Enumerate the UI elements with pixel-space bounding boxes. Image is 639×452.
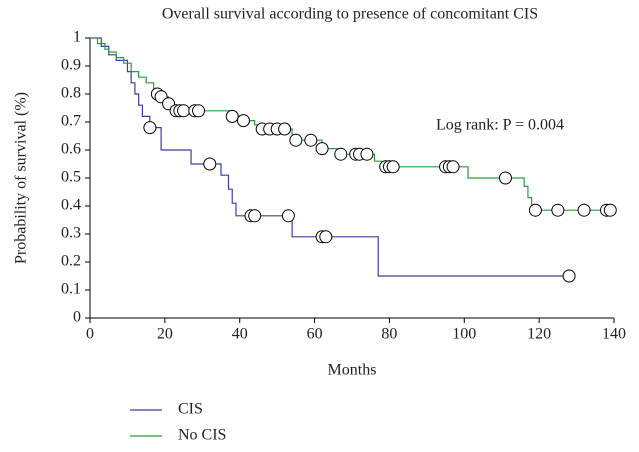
x-tick-label: 120 [527, 326, 551, 343]
censor-mark [603, 203, 617, 217]
censor-mark [248, 209, 262, 223]
censor-mark [289, 133, 303, 147]
x-tick-label: 140 [602, 326, 626, 343]
y-tick-label: 0.1 [61, 281, 81, 298]
censor-mark [177, 104, 191, 118]
y-tick-label: 0.5 [61, 169, 81, 186]
x-tick-label: 80 [381, 326, 397, 343]
censor-mark [528, 203, 542, 217]
y-tick-label: 0.9 [61, 57, 81, 74]
y-tick-label: 0.2 [61, 253, 81, 270]
y-tick-label: 0.4 [61, 197, 81, 214]
censor-mark [278, 122, 292, 136]
chart-title: Overall survival according to presence o… [162, 6, 538, 23]
x-axis-label: Months [328, 362, 377, 379]
y-tick-label: 0.7 [61, 113, 81, 130]
censor-mark [319, 230, 333, 244]
x-tick-label: 20 [157, 326, 173, 343]
censor-mark [360, 147, 374, 161]
x-tick-label: 0 [86, 326, 94, 343]
censor-mark [498, 171, 512, 185]
legend-label: No CIS [178, 427, 226, 444]
y-tick-label: 1 [73, 29, 81, 46]
x-tick-label: 40 [232, 326, 248, 343]
y-axis-label: Probability of survival (%) [13, 92, 30, 264]
y-tick-label: 0.3 [61, 225, 81, 242]
censor-mark [386, 160, 400, 174]
censor-mark [203, 157, 217, 171]
censor-mark [562, 269, 576, 283]
censor-mark [236, 114, 250, 128]
censor-mark [551, 203, 565, 217]
censor-mark [334, 147, 348, 161]
y-tick-label: 0 [73, 309, 81, 326]
censor-mark [143, 121, 157, 135]
censor-mark [192, 104, 206, 118]
y-tick-label: 0.8 [61, 85, 81, 102]
annotation: Log rank: P = 0.004 [436, 117, 564, 134]
x-tick-label: 100 [452, 326, 476, 343]
censor-mark [577, 203, 591, 217]
censor-mark [304, 133, 318, 147]
legend-label: CIS [178, 401, 203, 418]
censor-mark [315, 142, 329, 156]
x-tick-label: 60 [307, 326, 323, 343]
censor-mark [225, 109, 239, 123]
censor-mark [446, 160, 460, 174]
censor-mark [281, 209, 295, 223]
y-tick-label: 0.6 [61, 141, 81, 158]
